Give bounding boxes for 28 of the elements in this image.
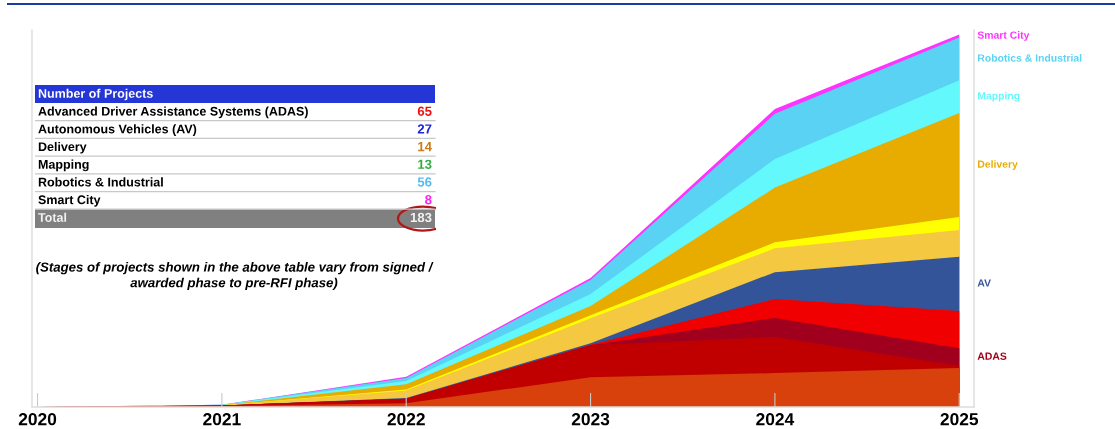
category-label: Total xyxy=(38,212,67,222)
series-label: Delivery xyxy=(978,160,1018,170)
x-tick-label: 2024 xyxy=(756,413,795,426)
data-label: 183 xyxy=(410,212,432,223)
series-label: Mapping xyxy=(978,91,1020,102)
series-label: Smart City xyxy=(977,31,1030,41)
data-label: 27 xyxy=(417,124,432,134)
category-label: Robotics & Industrial xyxy=(38,177,163,187)
series-label: Robotics & Industrial xyxy=(978,54,1082,62)
x-tick-label: 2025 xyxy=(940,413,979,426)
data-label: 8 xyxy=(425,195,432,205)
data-label: 14 xyxy=(418,142,432,152)
data-label: 56 xyxy=(417,177,432,187)
data-label: 65 xyxy=(417,106,432,116)
x-tick-label: 2021 xyxy=(203,413,241,426)
data-label: 13 xyxy=(418,159,432,170)
x-tick-label: 2022 xyxy=(387,413,425,426)
category-label: Smart City xyxy=(38,195,101,207)
x-tick-label: 2020 xyxy=(18,413,57,426)
category-label: Delivery xyxy=(38,141,87,154)
category-label: Mapping xyxy=(38,159,89,172)
x-tick-label: 2023 xyxy=(571,413,610,426)
category-label: Advanced Driver Assistance Systems (ADAS) xyxy=(38,106,308,119)
series-label: AV xyxy=(977,279,991,287)
annotation: (Stages of projects shown in the above table vary from signed / awarded phase to pre-RFI phase) xyxy=(36,262,434,290)
category-label: Autonomous Vehicles (AV) xyxy=(38,124,197,136)
series-label: ADAS xyxy=(977,352,1007,360)
text: Number of Projects xyxy=(38,88,153,101)
